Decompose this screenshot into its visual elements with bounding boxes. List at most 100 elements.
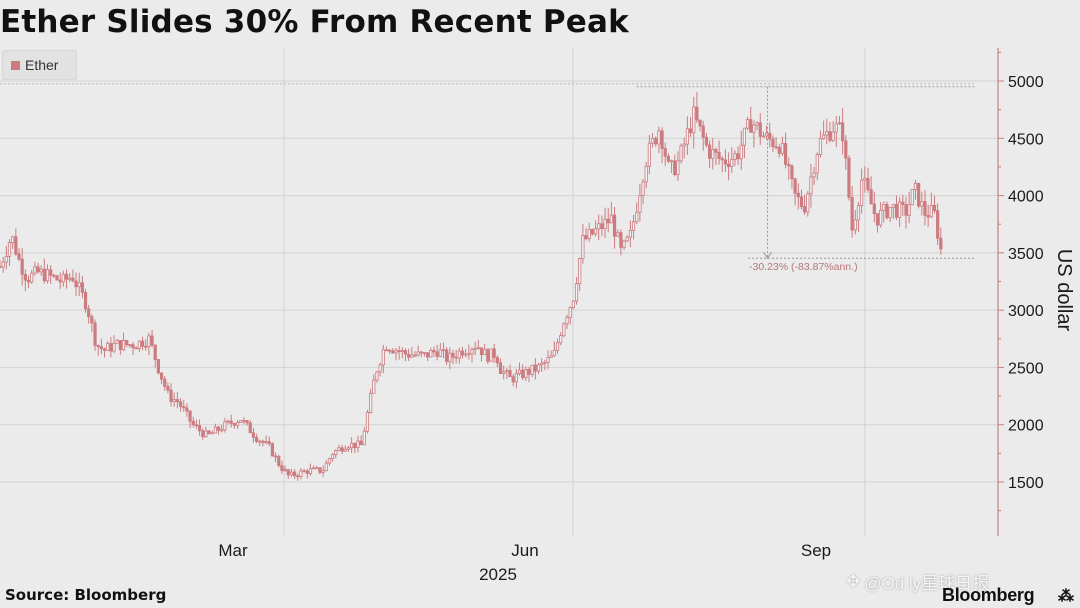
candle-body-14 [42,268,46,282]
candle-body-169 [533,364,537,372]
candle-body-248 [784,142,788,165]
candle-body-76 [239,420,243,423]
candle-body-104 [327,458,332,464]
candle-body-31 [96,345,100,348]
candle-body-42 [131,344,135,349]
candle-body-0 [0,266,2,269]
candle-body-44 [137,340,141,349]
candle-body-181 [571,300,575,308]
candle-body-191 [603,218,607,230]
candle-body-121 [381,349,385,366]
candle-body-180 [568,307,572,318]
candle-body-61 [191,420,195,426]
candle-body-158 [498,362,503,374]
candle-body-41 [128,344,132,346]
candle-body-259 [818,138,823,155]
candle-body-94 [296,475,300,478]
candle-body-175 [552,349,556,357]
candle-body-237 [749,119,753,133]
candle-body-221 [698,119,702,127]
candle-body-114 [359,440,363,446]
watermark-text: @Od ly星球日报 [864,574,990,593]
candle-body-146 [460,350,465,356]
candle-body-140 [441,349,446,352]
xtick-label-jun: Jun [511,541,538,560]
candle-body-224 [707,144,712,159]
candle-body-141 [445,349,449,362]
candle-body-103 [324,462,328,472]
candle-body-201 [635,211,639,223]
chart-title: Ether Slides 30% From Recent Peak [0,4,629,40]
candle-body-176 [555,342,560,351]
candle-body-182 [574,283,579,302]
candle-body-223 [704,136,709,146]
candle-body-161 [508,370,512,378]
candle-body-46 [144,345,148,348]
candle-body-280 [885,203,889,219]
candle-body-288 [910,189,914,206]
candle-body-99 [312,467,316,470]
candle-body-290 [917,182,921,207]
candle-body-228 [720,158,724,161]
candle-body-49 [153,344,157,360]
candle-body-51 [159,372,164,380]
candle-body-266 [841,122,845,142]
candle-body-168 [530,364,534,375]
candle-body-263 [831,131,835,141]
candle-body-58 [182,406,186,409]
candle-body-202 [638,195,642,213]
candle-body-112 [353,442,357,449]
candle-body-10 [30,272,34,283]
candle-body-3 [7,242,12,257]
candle-body-178 [562,323,566,337]
candle-body-262 [828,131,832,141]
candle-body-116 [365,412,370,432]
candle-body-91 [286,469,290,476]
candle-body-197 [622,240,626,248]
candle-body-29 [90,316,94,324]
candle-body-124 [391,350,395,354]
candle-body-264 [834,123,838,133]
candle-body-19 [58,279,62,283]
candle-body-133 [419,351,423,354]
watermark-icon: ✥ [846,571,861,591]
candle-body-209 [660,130,664,149]
candle-body-153 [483,349,487,356]
candle-body-239 [755,122,759,126]
candle-body-212 [669,160,674,163]
candle-body-32 [99,346,103,350]
candle-body-37 [115,340,119,344]
candle-body-254 [803,206,807,213]
candle-body-108 [340,447,344,452]
candle-body-293 [926,215,930,218]
candle-body-131 [413,354,417,357]
candle-body-244 [771,138,775,148]
candle-body-145 [457,350,461,359]
candle-body-256 [809,176,813,195]
candle-body-242 [764,132,769,137]
candle-body-230 [726,163,731,168]
candle-body-149 [470,349,474,355]
candle-body-55 [172,399,176,402]
candle-body-128 [403,350,408,355]
candle-body-15 [45,269,50,282]
candle-body-48 [150,335,154,346]
candle-body-73 [229,420,233,424]
candle-body-9 [26,279,31,283]
candle-body-273 [863,177,867,181]
candle-body-276 [872,203,876,214]
candle-body-120 [378,364,382,373]
candle-body-193 [609,214,613,224]
candle-body-243 [768,132,772,140]
candle-body-77 [242,420,246,422]
candle-body-281 [888,206,892,219]
candle-body-166 [524,369,528,379]
candle-body-187 [590,228,594,235]
candle-body-194 [612,214,617,237]
candle-body-86 [270,443,275,457]
candle-body-39 [121,340,126,351]
candle-body-50 [156,359,160,374]
candle-body-261 [825,131,829,136]
candle-body-134 [422,352,427,355]
candle-body-274 [866,177,870,191]
